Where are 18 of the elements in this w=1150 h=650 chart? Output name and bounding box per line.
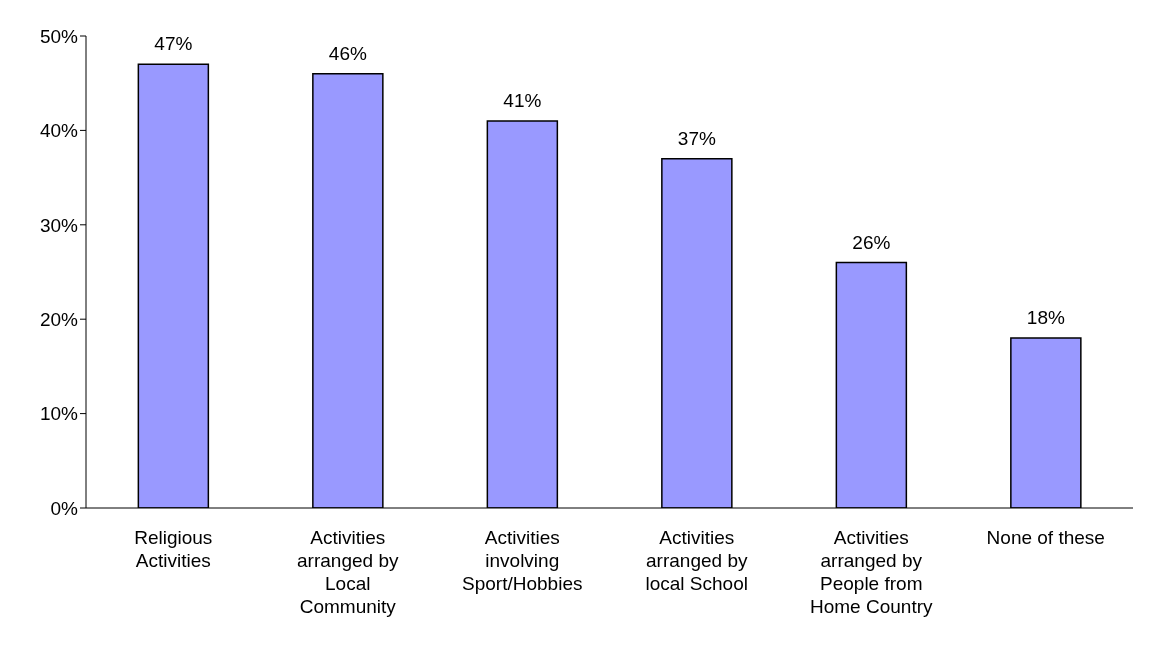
y-tick-label: 50% bbox=[39, 25, 79, 47]
y-tick-label: 0% bbox=[50, 497, 79, 519]
data-label: 41% bbox=[503, 89, 542, 111]
x-tick-label: Activities arranged by People from Home Country bbox=[810, 527, 933, 617]
data-label: 18% bbox=[1026, 307, 1065, 329]
x-tick-label: Activities arranged by Local Community bbox=[297, 527, 399, 617]
x-tick-label: Activities involving Sport/Hobbies bbox=[462, 527, 583, 594]
x-tick-label: Religious Activities bbox=[134, 527, 213, 571]
y-tick-label: 30% bbox=[39, 214, 79, 236]
x-tick-label: Activities arranged by local School bbox=[645, 527, 748, 594]
data-label: 26% bbox=[852, 231, 891, 253]
x-tick-label: None of these bbox=[986, 527, 1105, 548]
y-tick-label: 10% bbox=[39, 403, 79, 425]
y-tick-label: 40% bbox=[39, 120, 79, 142]
data-label: 47% bbox=[154, 33, 193, 55]
y-tick-label: 20% bbox=[39, 308, 79, 330]
data-label: 37% bbox=[677, 127, 716, 149]
data-label: 46% bbox=[328, 42, 367, 64]
